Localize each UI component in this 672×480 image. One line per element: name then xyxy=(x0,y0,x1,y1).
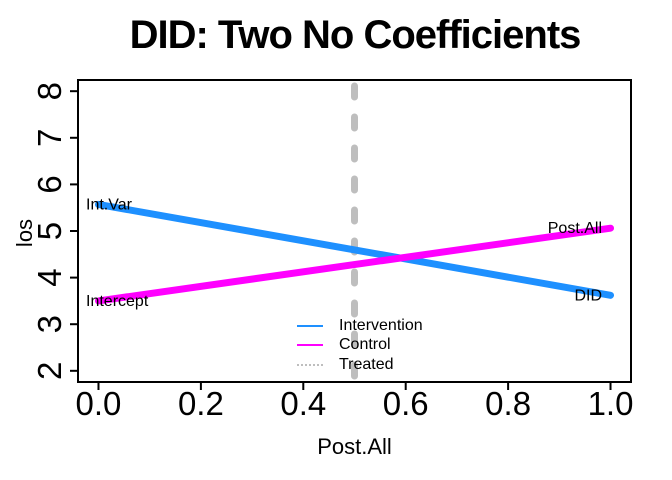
x-tick-label: 0.8 xyxy=(485,385,531,422)
annotation-label: DID xyxy=(574,287,602,304)
annotation-label: Intercept xyxy=(86,293,149,310)
y-tick-label: 5 xyxy=(31,222,68,240)
y-tick-label: 3 xyxy=(31,315,68,333)
y-tick-label: 8 xyxy=(31,82,68,100)
control-line-sample-icon xyxy=(297,344,323,347)
x-tick-label: 0.4 xyxy=(280,385,326,422)
treated-line-sample-icon xyxy=(297,363,323,366)
annotation-label: Int.Var xyxy=(86,196,133,213)
series-line-control xyxy=(94,224,615,305)
legend-label-control: Control xyxy=(339,336,391,354)
annotation-label: Post.All xyxy=(548,220,602,237)
intervention-line-sample-icon xyxy=(297,324,323,327)
x-axis-title: Post.All xyxy=(317,434,392,459)
legend-label-treated: Treated xyxy=(339,355,394,373)
legend-label-intervention: Intervention xyxy=(339,316,423,334)
legend-row-control: Control xyxy=(297,336,423,356)
x-tick-label: 0.0 xyxy=(76,385,122,422)
x-tick-label: 0.6 xyxy=(383,385,429,422)
x-tick-label: 0.2 xyxy=(178,385,224,422)
x-tick-label: 1.0 xyxy=(588,385,634,422)
legend: Intervention Control Treated xyxy=(297,316,423,375)
series-line-intervention xyxy=(94,200,615,299)
y-tick-label: 2 xyxy=(31,362,68,380)
legend-row-intervention: Intervention xyxy=(297,316,423,336)
legend-row-treated: Treated xyxy=(297,355,423,375)
y-axis-title: los xyxy=(12,218,37,248)
plot-title: DID: Two No Coefficients xyxy=(129,13,582,57)
y-tick-label: 6 xyxy=(31,175,68,193)
y-tick-label: 7 xyxy=(31,129,68,147)
y-tick-label: 4 xyxy=(31,268,68,286)
